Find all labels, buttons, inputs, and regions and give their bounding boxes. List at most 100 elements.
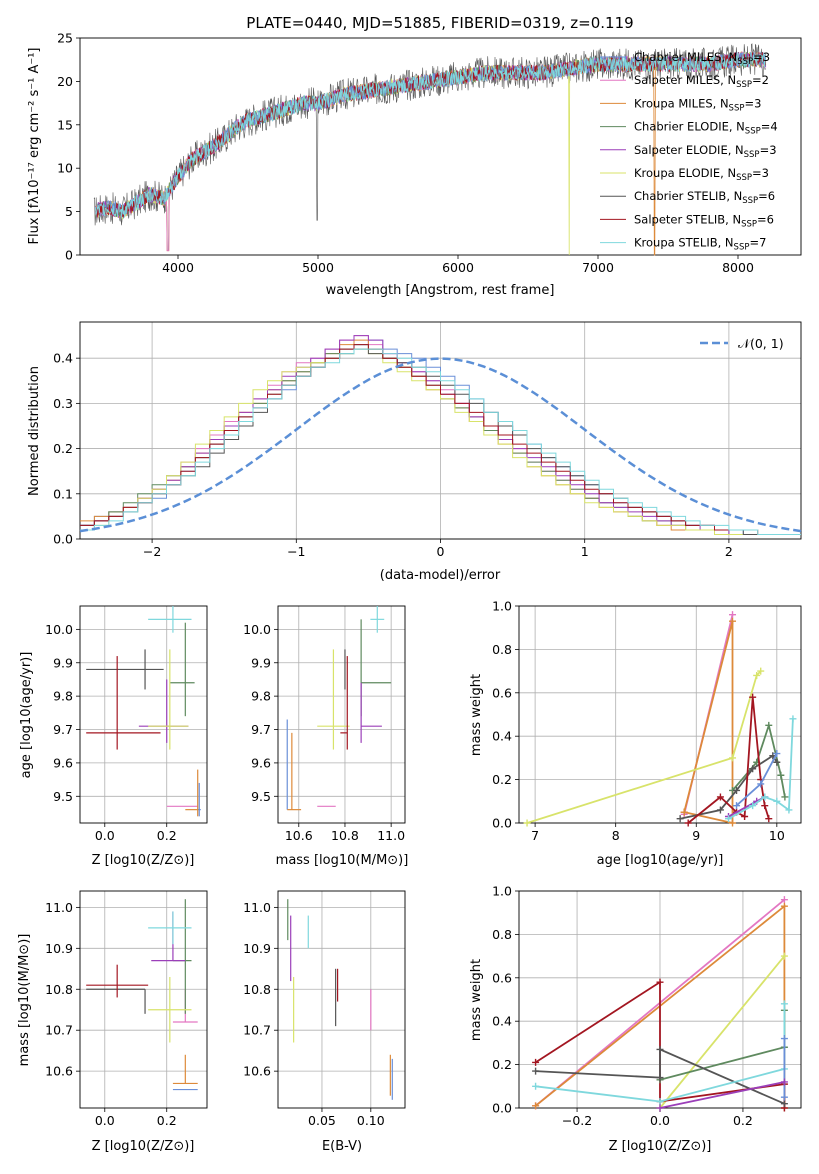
y-tick-label: 0.0 [492, 1101, 512, 1116]
weight-marker [741, 812, 749, 820]
weight-marker [749, 802, 757, 810]
y-tick-label: 0.6 [492, 685, 512, 700]
gaussian-curve [79, 357, 802, 533]
weight-marker [773, 758, 781, 766]
y-tick-label: 10.7 [45, 1023, 73, 1038]
weight-marker [781, 793, 789, 801]
y-tick-label: 9.6 [53, 755, 73, 770]
legend-label: Chabrier ELODIE, NSSP=4 [634, 120, 778, 137]
legend-label: Kroupa MILES, NSSP=3 [634, 96, 761, 113]
weight-marker [773, 750, 781, 758]
age-vs-z-panel: Z [log10(Z/Z⊙)] age [log10(age/yr)] 0.0 0… [19, 605, 208, 868]
weight-marker [729, 819, 737, 827]
weight-marker [780, 1000, 788, 1008]
weight-marker [780, 952, 788, 960]
plot-frame [518, 605, 802, 824]
weight-marker [532, 1067, 540, 1075]
wz-ylabel: mass weight [469, 959, 484, 1041]
y-tick-label: 0.0 [492, 816, 512, 831]
plot-frame [277, 605, 406, 824]
y-tick-label: 0.8 [492, 927, 512, 942]
x-tick-label: 10.6 [285, 828, 313, 843]
x-tick-label: 7000 [582, 260, 614, 275]
x-tick-label: 1 [581, 544, 589, 559]
wage-ylabel: mass weight [469, 674, 484, 756]
y-tick-label: 10.9 [45, 941, 73, 956]
x-tick-label: 10.8 [331, 828, 359, 843]
massz-ylabel: mass [log10(M/M⊙)] [17, 934, 32, 1067]
weight-marker [656, 1104, 664, 1112]
x-tick-label: 4000 [162, 260, 194, 275]
plot-frame [79, 605, 208, 824]
weight-marker [676, 815, 684, 823]
weight-marker [789, 715, 797, 723]
x-tick-label: 6000 [442, 260, 474, 275]
legend-label: 𝒩(0, 1) [738, 336, 784, 351]
spectrum-ylabel: Flux [fλ10⁻¹⁷ erg cm⁻² s⁻¹ A⁻¹] [27, 48, 42, 245]
y-tick-label: 9.6 [251, 755, 271, 770]
histogram-series [80, 348, 801, 535]
x-tick-label: 0 [437, 544, 445, 559]
y-tick-label: 0.1 [53, 486, 73, 501]
x-tick-label: 8000 [722, 260, 754, 275]
weight-marker [780, 1100, 788, 1108]
weight-marker [753, 671, 761, 679]
weight-series [683, 620, 734, 825]
y-tick-label: 0.6 [492, 970, 512, 985]
weight-marker [757, 780, 765, 788]
weight-marker [777, 771, 785, 779]
x-tick-label: 0.05 [308, 1113, 336, 1128]
y-tick-label: 9.7 [53, 722, 73, 737]
weight-marker [780, 1078, 788, 1086]
weight-series [659, 955, 786, 1109]
y-tick-label: 0.4 [492, 1014, 512, 1029]
weight-marker [785, 806, 793, 814]
y-tick-label: 10.6 [45, 1064, 73, 1079]
x-tick-label: 2 [725, 544, 733, 559]
y-tick-label: 15 [57, 117, 73, 132]
weight-marker [724, 815, 732, 823]
y-tick-label: 10.0 [243, 622, 271, 637]
weight-marker [780, 896, 788, 904]
weight-vs-age-panel: age [log10(age/yr)] mass weight 7 8 9 10 0.0… [469, 599, 802, 868]
x-tick-label: 0.10 [357, 1113, 385, 1128]
y-tick-label: 10.9 [243, 941, 271, 956]
x-tick-label: 11.0 [377, 828, 405, 843]
weight-marker [749, 765, 757, 773]
y-tick-label: 9.7 [251, 722, 271, 737]
y-tick-label: 10 [57, 161, 73, 176]
y-tick-label: 9.9 [251, 655, 271, 670]
weight-series [659, 1081, 785, 1109]
y-tick-label: 0.2 [492, 772, 512, 787]
weight-marker [780, 1093, 788, 1101]
y-tick-label: 10.8 [243, 982, 271, 997]
residuals-xlabel: (data-model)/error [380, 568, 501, 583]
x-tick-label: 9 [692, 828, 700, 843]
spectrum-line [93, 43, 767, 251]
weight-marker [761, 793, 769, 801]
x-tick-label: 7 [531, 828, 539, 843]
y-tick-label: 0.4 [53, 351, 73, 366]
histogram-series [80, 348, 801, 535]
weight-marker [729, 617, 737, 625]
figure-title: PLATE=0440, MJD=51885, FIBERID=0319, z=0… [246, 14, 633, 32]
weight-marker [765, 815, 773, 823]
weight-marker [656, 1045, 664, 1053]
x-tick-label: 0.0 [95, 828, 115, 843]
plot-frame [277, 890, 406, 1109]
spectrum-line [95, 52, 767, 219]
weight-marker [761, 802, 769, 810]
x-tick-label: 0.0 [95, 1113, 115, 1128]
weight-marker [532, 1102, 540, 1110]
legend-label: Kroupa ELODIE, NSSP=3 [634, 166, 769, 183]
x-tick-label: 10 [769, 828, 785, 843]
y-tick-label: 11.0 [45, 900, 73, 915]
x-tick-label: −1 [287, 544, 305, 559]
weight-marker [532, 1082, 540, 1090]
residuals-panel: (data-model)/error Normed distribution −… [27, 321, 802, 583]
weight-marker [729, 754, 737, 762]
x-tick-label: −2 [143, 544, 161, 559]
x-tick-label: 0.2 [157, 828, 177, 843]
plot-frame [79, 321, 802, 540]
